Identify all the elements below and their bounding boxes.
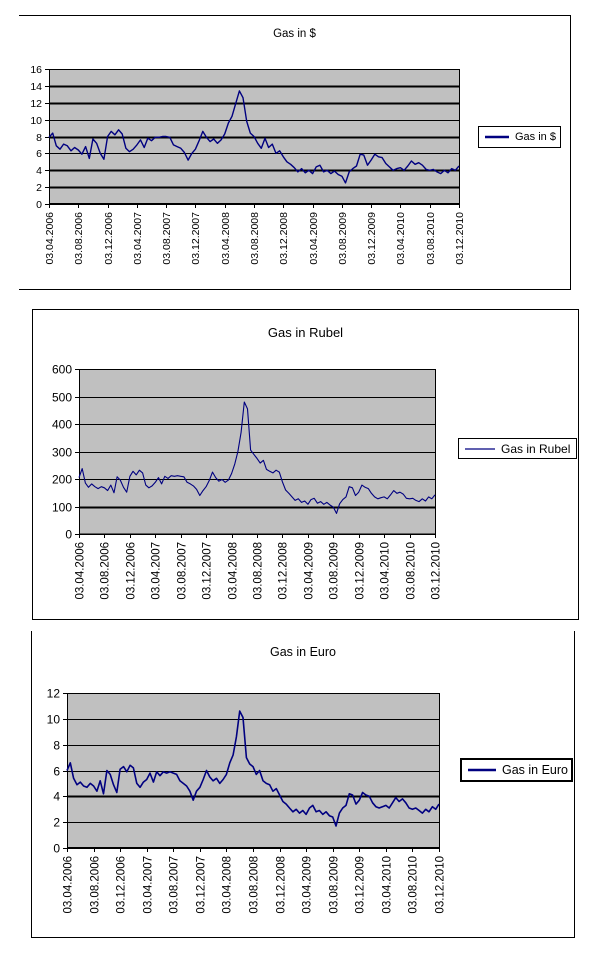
svg-text:03.08.2007: 03.08.2007 [168, 856, 180, 914]
legend-label-rubel: Gas in Rubel [501, 441, 571, 456]
chart-gas-in-rubel: 0 100 200 300 400 500 600 03.04.2006 03.08.2006 0… [32, 309, 579, 620]
svg-text:10: 10 [47, 713, 61, 727]
svg-text:03.04.2008: 03.04.2008 [227, 542, 239, 600]
svg-text:03.08.2009: 03.08.2009 [328, 542, 340, 600]
legend-line-icon [468, 768, 496, 772]
svg-text:03.12.2008: 03.12.2008 [277, 542, 289, 600]
chart-gas-in-usd: 0 2 4 6 8 10 12 14 16 03.04.2006 03.08.2006 03.12.2… [19, 15, 571, 290]
chart-title-euro: Gas in Euro [269, 645, 336, 659]
svg-text:8: 8 [36, 132, 42, 144]
svg-text:03.08.2008: 03.08.2008 [248, 856, 260, 914]
svg-text:8: 8 [53, 739, 60, 753]
svg-text:03.08.2006: 03.08.2006 [89, 856, 101, 914]
svg-text:03.04.2009: 03.04.2009 [308, 212, 320, 265]
plot-area-usd: 0 2 4 6 8 10 12 14 16 03.04.2006 03.08.2006 03.12.2… [30, 64, 466, 265]
svg-text:300: 300 [52, 446, 72, 460]
svg-text:200: 200 [52, 473, 72, 487]
svg-text:03.08.2009: 03.08.2009 [337, 212, 349, 265]
svg-text:03.04.2010: 03.04.2010 [379, 542, 391, 600]
legend-line-icon [465, 447, 495, 450]
svg-text:03.08.2007: 03.08.2007 [176, 542, 188, 600]
legend-euro: Gas in Euro [460, 758, 573, 782]
svg-text:03.04.2010: 03.04.2010 [395, 212, 407, 265]
chart-title-rubel: Gas in Rubel [267, 325, 344, 340]
svg-text:03.12.2009: 03.12.2009 [366, 212, 378, 265]
svg-text:03.12.2006: 03.12.2006 [115, 856, 127, 914]
svg-text:4: 4 [53, 790, 60, 804]
svg-text:03.12.2010: 03.12.2010 [430, 542, 442, 600]
svg-text:03.08.2009: 03.08.2009 [328, 856, 340, 914]
svg-text:2: 2 [36, 182, 42, 194]
svg-text:03.12.2010: 03.12.2010 [434, 856, 446, 914]
svg-text:400: 400 [52, 418, 72, 432]
svg-text:16: 16 [30, 64, 42, 76]
svg-text:03.04.2006: 03.04.2006 [62, 856, 74, 914]
svg-text:03.08.2008: 03.08.2008 [249, 212, 261, 265]
svg-text:03.12.2007: 03.12.2007 [190, 212, 202, 265]
svg-text:03.12.2007: 03.12.2007 [195, 856, 207, 914]
legend-label-euro: Gas in Euro [502, 763, 569, 777]
legend-label-usd: Gas in $ [515, 131, 556, 143]
svg-text:03.08.2010: 03.08.2010 [405, 542, 417, 600]
svg-text:03.04.2006: 03.04.2006 [74, 542, 86, 600]
svg-text:03.12.2006: 03.12.2006 [125, 542, 137, 600]
svg-text:03.12.2007: 03.12.2007 [201, 542, 213, 600]
legend-rubel: Gas in Rubel [458, 438, 577, 459]
svg-text:4: 4 [36, 165, 42, 177]
svg-text:03.12.2009: 03.12.2009 [354, 856, 366, 914]
svg-text:03.04.2008: 03.04.2008 [221, 856, 233, 914]
svg-text:03.04.2009: 03.04.2009 [301, 856, 313, 914]
svg-text:03.08.2008: 03.08.2008 [252, 542, 264, 600]
svg-text:500: 500 [52, 391, 72, 405]
svg-text:12: 12 [47, 687, 61, 701]
svg-text:03.12.2006: 03.12.2006 [103, 212, 115, 265]
svg-text:0: 0 [53, 842, 60, 856]
svg-text:2: 2 [53, 816, 60, 830]
svg-text:14: 14 [30, 81, 42, 93]
svg-text:03.04.2007: 03.04.2007 [132, 212, 144, 265]
svg-text:03.04.2007: 03.04.2007 [142, 856, 154, 914]
chart-gas-in-euro: 0 2 4 6 8 10 12 03.04.2006 03.08.2006 03.12.2006 0… [31, 631, 575, 938]
svg-text:100: 100 [52, 501, 72, 515]
svg-text:03.04.2008: 03.04.2008 [220, 212, 232, 265]
svg-text:03.12.2010: 03.12.2010 [454, 212, 466, 265]
svg-text:10: 10 [30, 115, 42, 127]
svg-text:6: 6 [53, 765, 60, 779]
chart-title-usd: Gas in $ [273, 28, 316, 40]
svg-text:6: 6 [36, 148, 42, 160]
svg-text:03.08.2007: 03.08.2007 [161, 212, 173, 265]
svg-text:03.12.2009: 03.12.2009 [354, 542, 366, 600]
plot-area-euro: 0 2 4 6 8 10 12 03.04.2006 03.08.2006 03.12.2006 0… [47, 687, 447, 914]
svg-text:0: 0 [65, 528, 72, 542]
svg-text:03.04.2010: 03.04.2010 [381, 856, 393, 914]
svg-text:0: 0 [36, 199, 42, 211]
legend-line-icon [485, 135, 509, 139]
svg-text:600: 600 [52, 363, 72, 377]
svg-text:12: 12 [30, 98, 42, 110]
legend-usd: Gas in $ [478, 126, 561, 148]
svg-text:03.04.2007: 03.04.2007 [150, 542, 162, 600]
svg-text:03.08.2006: 03.08.2006 [73, 212, 85, 265]
svg-text:03.08.2010: 03.08.2010 [425, 212, 437, 265]
plot-area-rubel: 0 100 200 300 400 500 600 03.04.2006 03.08.2006 0… [52, 363, 442, 600]
svg-text:03.04.2009: 03.04.2009 [303, 542, 315, 600]
svg-text:03.12.2008: 03.12.2008 [278, 212, 290, 265]
svg-text:03.08.2010: 03.08.2010 [407, 856, 419, 914]
svg-text:03.12.2008: 03.12.2008 [275, 856, 287, 914]
svg-text:03.04.2006: 03.04.2006 [44, 212, 56, 265]
svg-text:03.08.2006: 03.08.2006 [99, 542, 111, 600]
